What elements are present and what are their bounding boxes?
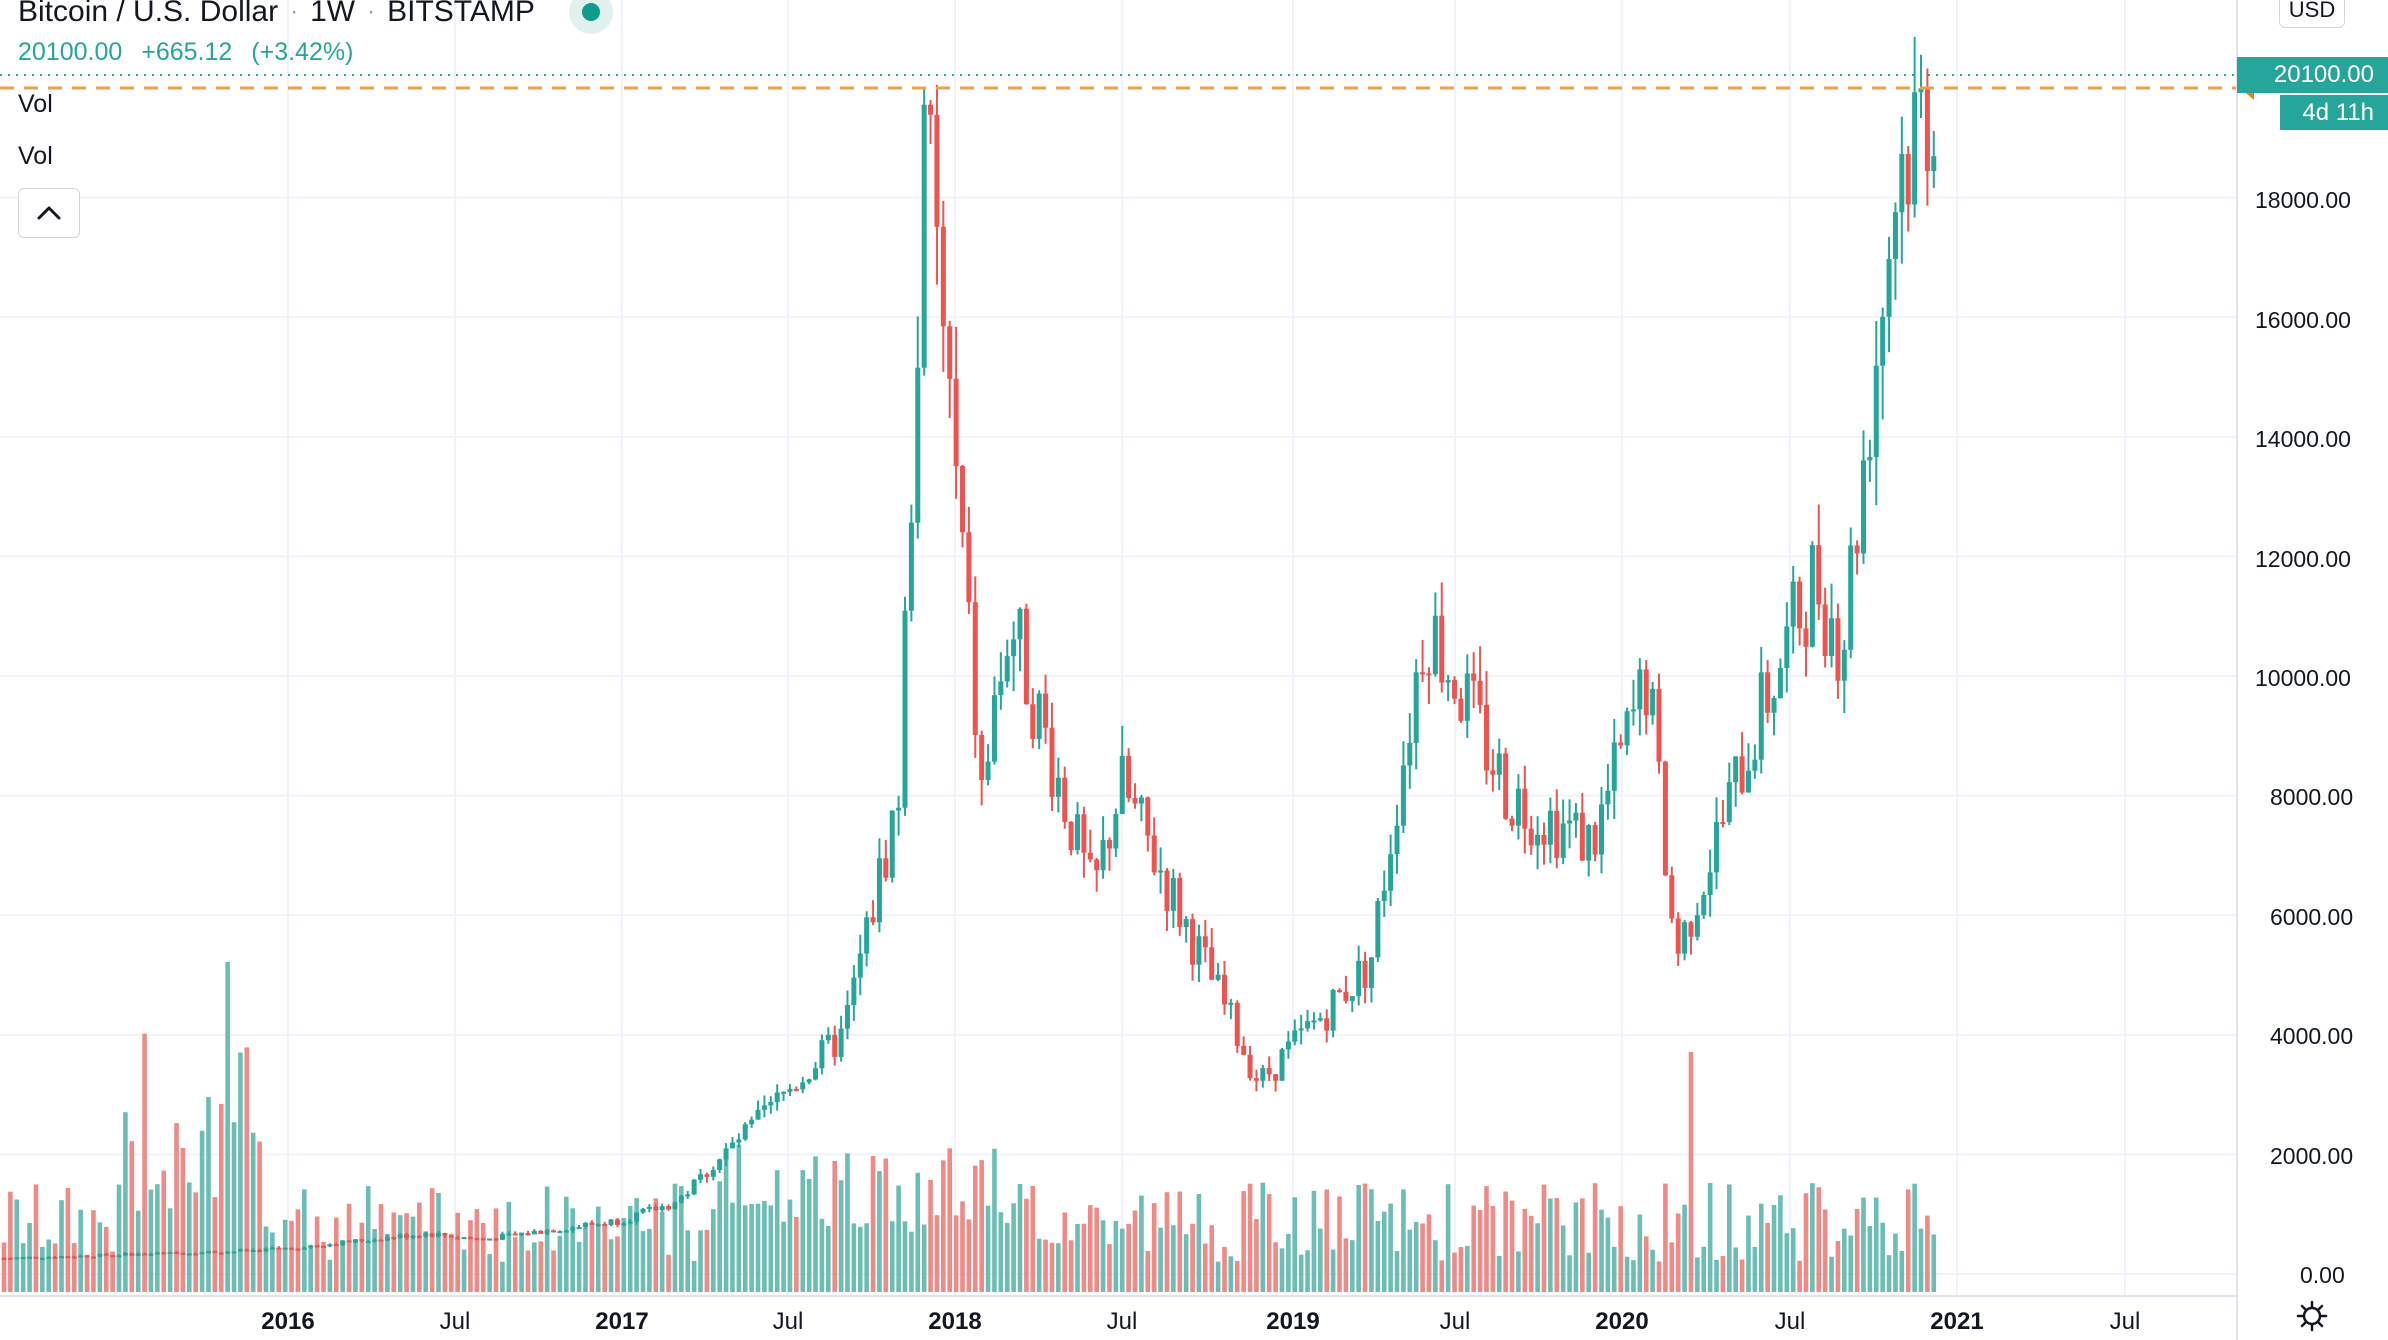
separator-dot: ·	[290, 0, 299, 25]
time-axis-label: 2018	[928, 1308, 982, 1335]
chart-legend: Bitcoin / U.S. Dollar · 1W · BITSTAMP 20…	[18, 0, 613, 67]
volume-study-legend[interactable]: Vol	[18, 90, 53, 118]
chart-grid	[0, 0, 2237, 1296]
price-change-percent: (+3.42%)	[251, 38, 354, 66]
price-change: +665.12	[141, 38, 233, 66]
last-price: 20100.00	[18, 38, 123, 66]
exchange-label: BITSTAMP	[387, 0, 535, 28]
price-axis-label: 6000.00	[2270, 904, 2354, 930]
candlestick-series	[1, 36, 1937, 1260]
volume-study-legend-2[interactable]: Vol	[18, 142, 53, 170]
time-axis-label: Jul	[2109, 1308, 2141, 1335]
price-axis-label: 18000.00	[2255, 187, 2351, 213]
price-axis-label: 14000.00	[2255, 426, 2351, 452]
volume-bars	[1, 962, 1937, 1292]
last-price-tag: 20100.00	[2237, 57, 2388, 93]
time-axis-label: Jul	[772, 1308, 804, 1335]
chevron-up-icon	[37, 206, 61, 220]
currency-button[interactable]: USD	[2279, 0, 2345, 28]
time-axis-label: 2019	[1266, 1308, 1320, 1335]
bar-countdown-tag: 4d 11h	[2280, 95, 2388, 130]
price-axis-label: 0.00	[2300, 1262, 2345, 1288]
collapse-legend-button[interactable]	[18, 188, 80, 238]
symbol-title-row[interactable]: Bitcoin / U.S. Dollar · 1W · BITSTAMP	[18, 0, 613, 34]
time-axis-label: 2017	[595, 1308, 649, 1335]
live-dot-icon	[581, 3, 600, 21]
time-axis-label: 2020	[1595, 1308, 1649, 1335]
price-axis-label: 4000.00	[2270, 1023, 2354, 1049]
price-change-row: 20100.00 +665.12 (+3.42%)	[18, 38, 613, 67]
price-axis-label: 8000.00	[2270, 784, 2354, 810]
price-axis-label: 16000.00	[2255, 307, 2351, 333]
market-status-icon[interactable]	[568, 0, 613, 34]
interval-label[interactable]: 1W	[310, 0, 356, 28]
time-axis-label: 2016	[261, 1308, 315, 1335]
price-axis-label: 10000.00	[2255, 665, 2351, 691]
gear-icon[interactable]	[2296, 1300, 2328, 1332]
price-axis-label: 2000.00	[2270, 1143, 2354, 1169]
time-axis-label: Jul	[439, 1308, 471, 1335]
separator-dot: ·	[367, 0, 376, 25]
time-axis-label: Jul	[1774, 1308, 1806, 1335]
price-axis-label: 12000.00	[2255, 546, 2351, 572]
time-axis-label: Jul	[1106, 1308, 1138, 1335]
time-axis-label: 2021	[1930, 1308, 1984, 1335]
time-axis-label: Jul	[1439, 1308, 1471, 1335]
symbol-name[interactable]: Bitcoin / U.S. Dollar	[18, 0, 279, 28]
